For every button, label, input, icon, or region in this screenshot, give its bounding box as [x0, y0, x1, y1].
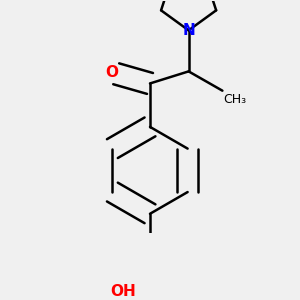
Text: N: N — [182, 23, 195, 38]
Text: CH₃: CH₃ — [224, 93, 247, 106]
Text: O: O — [105, 65, 118, 80]
Text: OH: OH — [111, 284, 136, 299]
